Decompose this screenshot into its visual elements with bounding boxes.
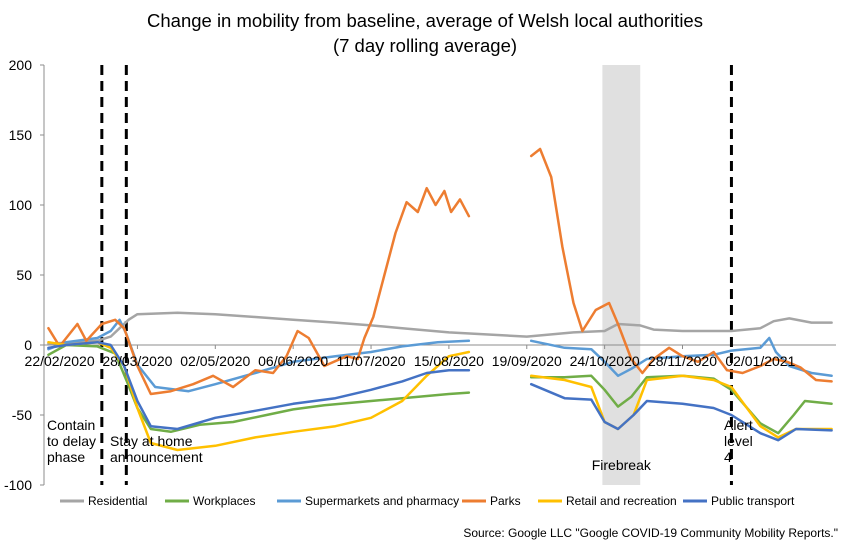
legend: Residential Workplaces Supermarkets and ph… (60, 494, 795, 508)
y-tick-label: 50 (16, 267, 32, 283)
event-markers (100, 65, 733, 485)
source-note: Source: Google LLC "Google COVID-19 Comm… (463, 526, 838, 540)
chart-title: Change in mobility from baseline, averag… (147, 10, 703, 31)
series-line-supermarkets-and-pharmacy (47, 318, 471, 393)
series-line-parks (529, 147, 833, 383)
legend-label-supermarkets-and-pharmacy: Supermarkets and pharmacy (305, 494, 459, 508)
x-tick-label: 24/10/2020 (570, 353, 640, 369)
series-line-workplaces (47, 343, 471, 434)
axes (40, 64, 836, 486)
legend-label-retail-and-recreation: Retail and recreation (566, 494, 677, 508)
axis-labels: Firebreak -100 -50 0 50 100 150 200 22/02/2020 28… (4, 57, 796, 493)
x-tick-label: 22/02/2020 (25, 353, 95, 369)
event-label: Alert (724, 417, 753, 433)
y-tick-label: 200 (9, 57, 33, 73)
x-tick-label: 02/05/2020 (180, 353, 250, 369)
series-line-residential (47, 311, 833, 345)
legend-label-residential: Residential (88, 494, 147, 508)
event-label: to delay (47, 433, 96, 449)
series-line-retail-and-recreation (529, 374, 833, 439)
y-tick-label: 150 (9, 127, 33, 143)
legend-label-parks: Parks (490, 494, 521, 508)
event-label: Stay at home (110, 433, 193, 449)
x-tick-label: 28/11/2020 (648, 353, 717, 369)
series-line-public-transport (47, 340, 471, 431)
x-tick-label: 28/03/2020 (102, 353, 172, 369)
firebreak-shading-layer (602, 65, 641, 485)
y-tick-label: 100 (9, 197, 33, 213)
x-tick-label: 19/09/2020 (492, 353, 562, 369)
x-tick-label: 06/06/2020 (258, 353, 328, 369)
event-label: phase (47, 449, 85, 465)
firebreak-shade (602, 65, 641, 485)
legend-label-workplaces: Workplaces (193, 494, 255, 508)
chart-subtitle: (7 day rolling average) (333, 35, 517, 56)
event-label: announcement (110, 449, 203, 465)
y-tick-label: -50 (12, 407, 32, 423)
event-label: Contain (47, 417, 95, 433)
series-line-supermarkets-and-pharmacy (529, 336, 833, 378)
legend-label-public-transport: Public transport (711, 494, 795, 508)
event-label: level (724, 433, 753, 449)
y-tick-label: -100 (4, 477, 32, 493)
firebreak-label: Firebreak (592, 457, 652, 473)
series-lines (47, 147, 833, 452)
x-tick-label: 15/08/2020 (414, 353, 484, 369)
y-tick-label: 0 (24, 337, 32, 353)
x-tick-label: 11/07/2020 (337, 353, 406, 369)
series-line-public-transport (529, 382, 833, 442)
event-label: 4 (724, 449, 732, 465)
x-tick-label: 02/01/2021 (725, 353, 795, 369)
series-line-retail-and-recreation (47, 340, 471, 452)
series-line-parks (47, 186, 471, 396)
